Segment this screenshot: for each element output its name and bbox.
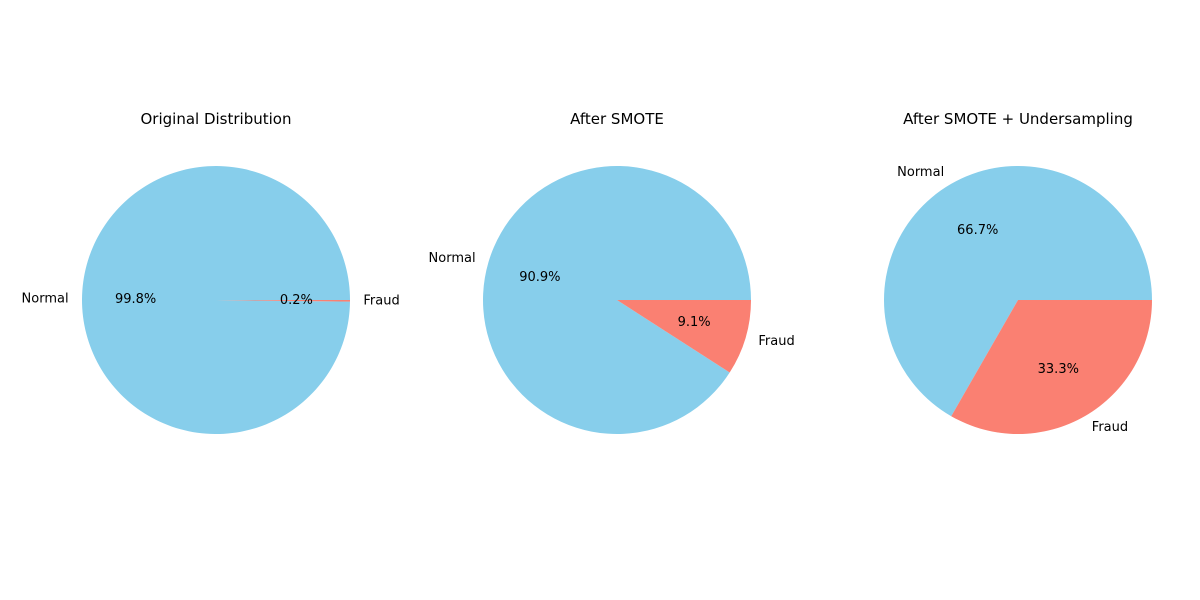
slice-label-normal: Normal [897, 165, 944, 180]
pct-label-fraud: 9.1% [678, 315, 711, 330]
pie-slice-fraud [617, 300, 751, 373]
chart-title: After SMOTE + Undersampling [903, 110, 1133, 128]
pie-chart-3: After SMOTE + Undersampling Normal 66.7% Fr… [884, 110, 1152, 435]
pie-slice-fraud [216, 300, 350, 302]
pct-label-fraud: 33.3% [1038, 362, 1079, 377]
pie-slice-normal [482, 166, 751, 435]
slice-label-normal: Normal [429, 251, 476, 266]
pie-chart-2: After SMOTE Normal 90.9% Fraud 9.1% [429, 110, 795, 435]
pct-label-normal: 90.9% [519, 270, 560, 285]
pie-slice-normal [81, 166, 351, 435]
pie-chart-1: Original Distribution Normal 99.8% Fraud 0.2… [22, 110, 400, 435]
pct-label-fraud: 0.2% [280, 293, 313, 308]
pct-label-normal: 99.8% [115, 292, 156, 307]
pie-slice-fraud [951, 300, 1152, 435]
chart-title: After SMOTE [570, 110, 664, 128]
slice-label-normal: Normal [22, 292, 69, 307]
slice-label-fraud: Fraud [1092, 420, 1128, 435]
chart-title: Original Distribution [141, 110, 292, 128]
pct-label-normal: 66.7% [957, 223, 998, 238]
slice-label-fraud: Fraud [363, 293, 399, 308]
pie-slice-normal [884, 166, 1152, 417]
slice-label-fraud: Fraud [758, 334, 794, 349]
